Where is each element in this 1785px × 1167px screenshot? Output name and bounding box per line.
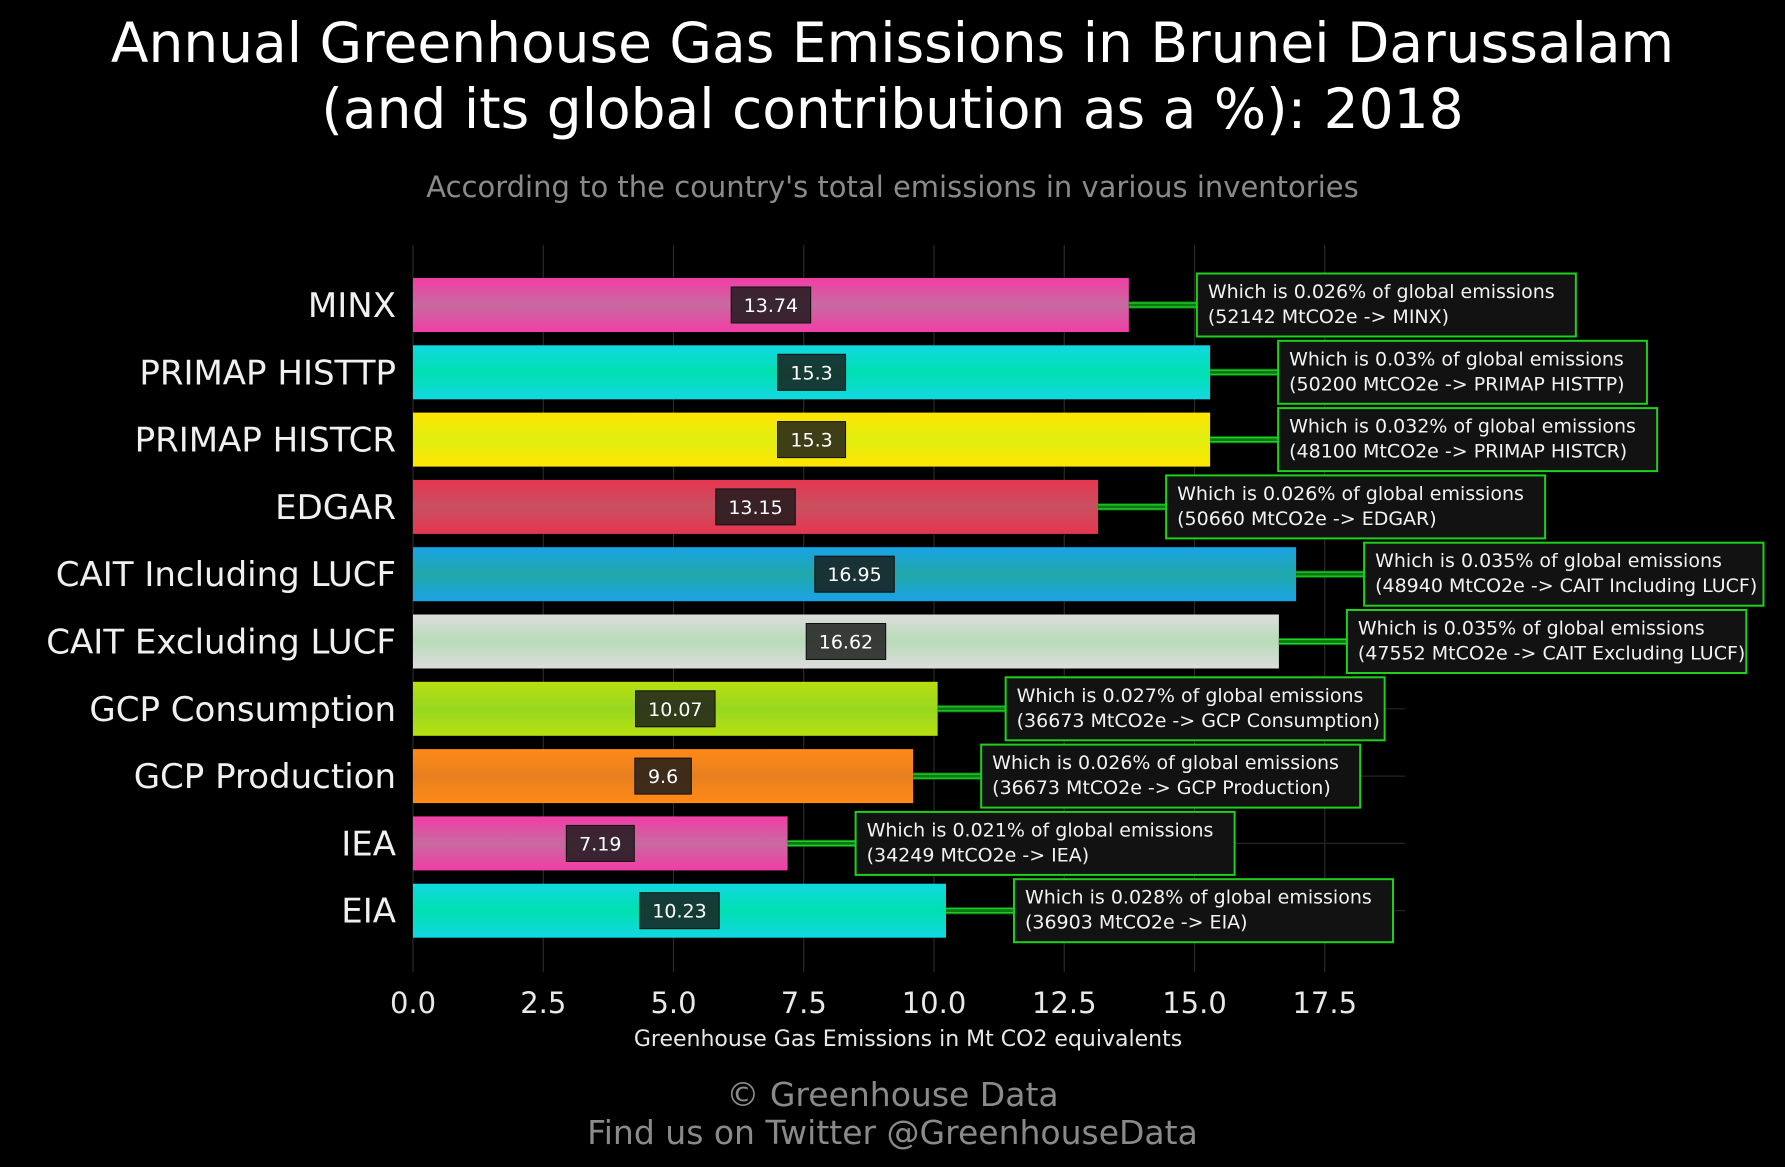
value-label: 16.95 <box>827 564 881 586</box>
category-label: EDGAR <box>275 488 396 528</box>
annotation-line1: Which is 0.026% of global emissions <box>1177 483 1524 505</box>
annotation-line2: (48100 MtCO2e -> PRIMAP HISTCR) <box>1289 441 1627 463</box>
annotation-line1: Which is 0.03% of global emissions <box>1289 348 1624 370</box>
chart-title-line1: Annual Greenhouse Gas Emissions in Brune… <box>110 11 1675 75</box>
annotation-box <box>1277 339 1648 405</box>
value-label: 15.3 <box>790 362 832 384</box>
annotation-box <box>1345 609 1748 674</box>
x-tick-label: 7.5 <box>781 986 827 1020</box>
chart-title-line2: (and its global contribution as a %): 20… <box>321 77 1464 141</box>
footer-twitter: Find us on Twitter @GreenhouseData <box>587 1113 1198 1152</box>
value-label-box <box>805 623 887 660</box>
annotation-connectors <box>787 301 1365 915</box>
annotation-box <box>1363 541 1765 607</box>
category-label: GCP Production <box>134 757 396 797</box>
x-tick-labels: 0.0 2.5 5.0 7.5 10.0 12.5 15.0 17.5 <box>390 986 1357 1020</box>
value-label-box <box>634 757 692 795</box>
value-label-box <box>565 824 635 862</box>
category-label: EIA <box>341 892 396 932</box>
value-label-box <box>777 353 847 391</box>
footer-credit: © Greenhouse Data <box>726 1075 1059 1114</box>
annotation-box <box>1012 878 1394 944</box>
value-label: 7.19 <box>579 833 621 855</box>
category-label: IEA <box>341 824 396 864</box>
category-label: PRIMAP HISTTP <box>139 353 396 393</box>
annotation-line1: Which is 0.027% of global emissions <box>1017 685 1364 707</box>
x-tick-label: 15.0 <box>1162 986 1227 1020</box>
value-label-box <box>715 488 796 526</box>
value-label-box <box>814 555 895 593</box>
annotation-line2: (48940 MtCO2e -> CAIT Including LUCF) <box>1375 575 1757 597</box>
value-label: 15.3 <box>790 430 832 452</box>
chart-subtitle: According to the country's total emissio… <box>426 170 1359 204</box>
value-labels: 13.74 15.3 15.3 13.15 16.95 16.62 10.07 9.6 7.19… <box>565 286 895 930</box>
value-label-box <box>639 892 720 930</box>
value-label-box <box>777 421 847 459</box>
annotations: Which is 0.026% of global emissions (5214… <box>854 272 1765 944</box>
annotation-line2: (34249 MtCO2e -> IEA) <box>867 844 1090 866</box>
category-label: MINX <box>308 286 396 326</box>
annotation-line1: Which is 0.026% of global emissions <box>1208 281 1555 303</box>
annotation-box <box>854 810 1236 876</box>
annotation-box <box>1004 676 1386 742</box>
annotation-line1: Which is 0.026% of global emissions <box>992 752 1339 774</box>
annotation-box <box>1277 407 1659 473</box>
value-label: 10.23 <box>652 901 706 923</box>
annotation-line2: (52142 MtCO2e -> MINX) <box>1208 306 1449 328</box>
x-tick-label: 5.0 <box>650 986 696 1020</box>
annotation-line2: (36673 MtCO2e -> GCP Consumption) <box>1017 710 1380 732</box>
annotation-line2: (47552 MtCO2e -> CAIT Excluding LUCF) <box>1358 643 1745 665</box>
value-label-box <box>730 286 812 324</box>
annotation-line1: Which is 0.032% of global emissions <box>1289 416 1636 438</box>
x-tick-label: 12.5 <box>1032 986 1097 1020</box>
value-label: 10.07 <box>648 699 702 721</box>
category-labels: MINX PRIMAP HISTTP PRIMAP HISTCR EDGAR CAIT … <box>46 286 396 932</box>
value-label: 9.6 <box>648 766 678 788</box>
category-label: PRIMAP HISTCR <box>135 421 396 461</box>
value-label: 13.15 <box>728 497 782 519</box>
category-label: CAIT Excluding LUCF <box>46 623 396 663</box>
annotation-line2: (50660 MtCO2e -> EDGAR) <box>1177 508 1437 530</box>
x-axis-label: Greenhouse Gas Emissions in Mt CO2 equiv… <box>634 1027 1182 1052</box>
annotation-line1: Which is 0.028% of global emissions <box>1025 887 1372 909</box>
value-label: 16.62 <box>819 632 873 654</box>
annotation-box <box>1165 474 1547 540</box>
x-tick-label: 2.5 <box>520 986 566 1020</box>
annotation-box <box>980 743 1362 809</box>
value-label: 13.74 <box>744 295 798 317</box>
annotation-line1: Which is 0.021% of global emissions <box>867 819 1214 841</box>
annotation-line2: (50200 MtCO2e -> PRIMAP HISTTP) <box>1289 373 1624 395</box>
annotation-line1: Which is 0.035% of global emissions <box>1358 618 1705 640</box>
annotation-line2: (36903 MtCO2e -> EIA) <box>1025 912 1248 934</box>
annotation-box <box>1195 272 1577 338</box>
annotation-line2: (36673 MtCO2e -> GCP Production) <box>992 777 1331 799</box>
annotation-line1: Which is 0.035% of global emissions <box>1375 550 1722 572</box>
category-label: CAIT Including LUCF <box>56 555 396 595</box>
value-label-box <box>635 690 716 728</box>
x-tick-label: 17.5 <box>1292 986 1357 1020</box>
x-tick-label: 0.0 <box>390 986 436 1020</box>
x-tick-label: 10.0 <box>902 986 967 1020</box>
category-label: GCP Consumption <box>89 690 396 730</box>
